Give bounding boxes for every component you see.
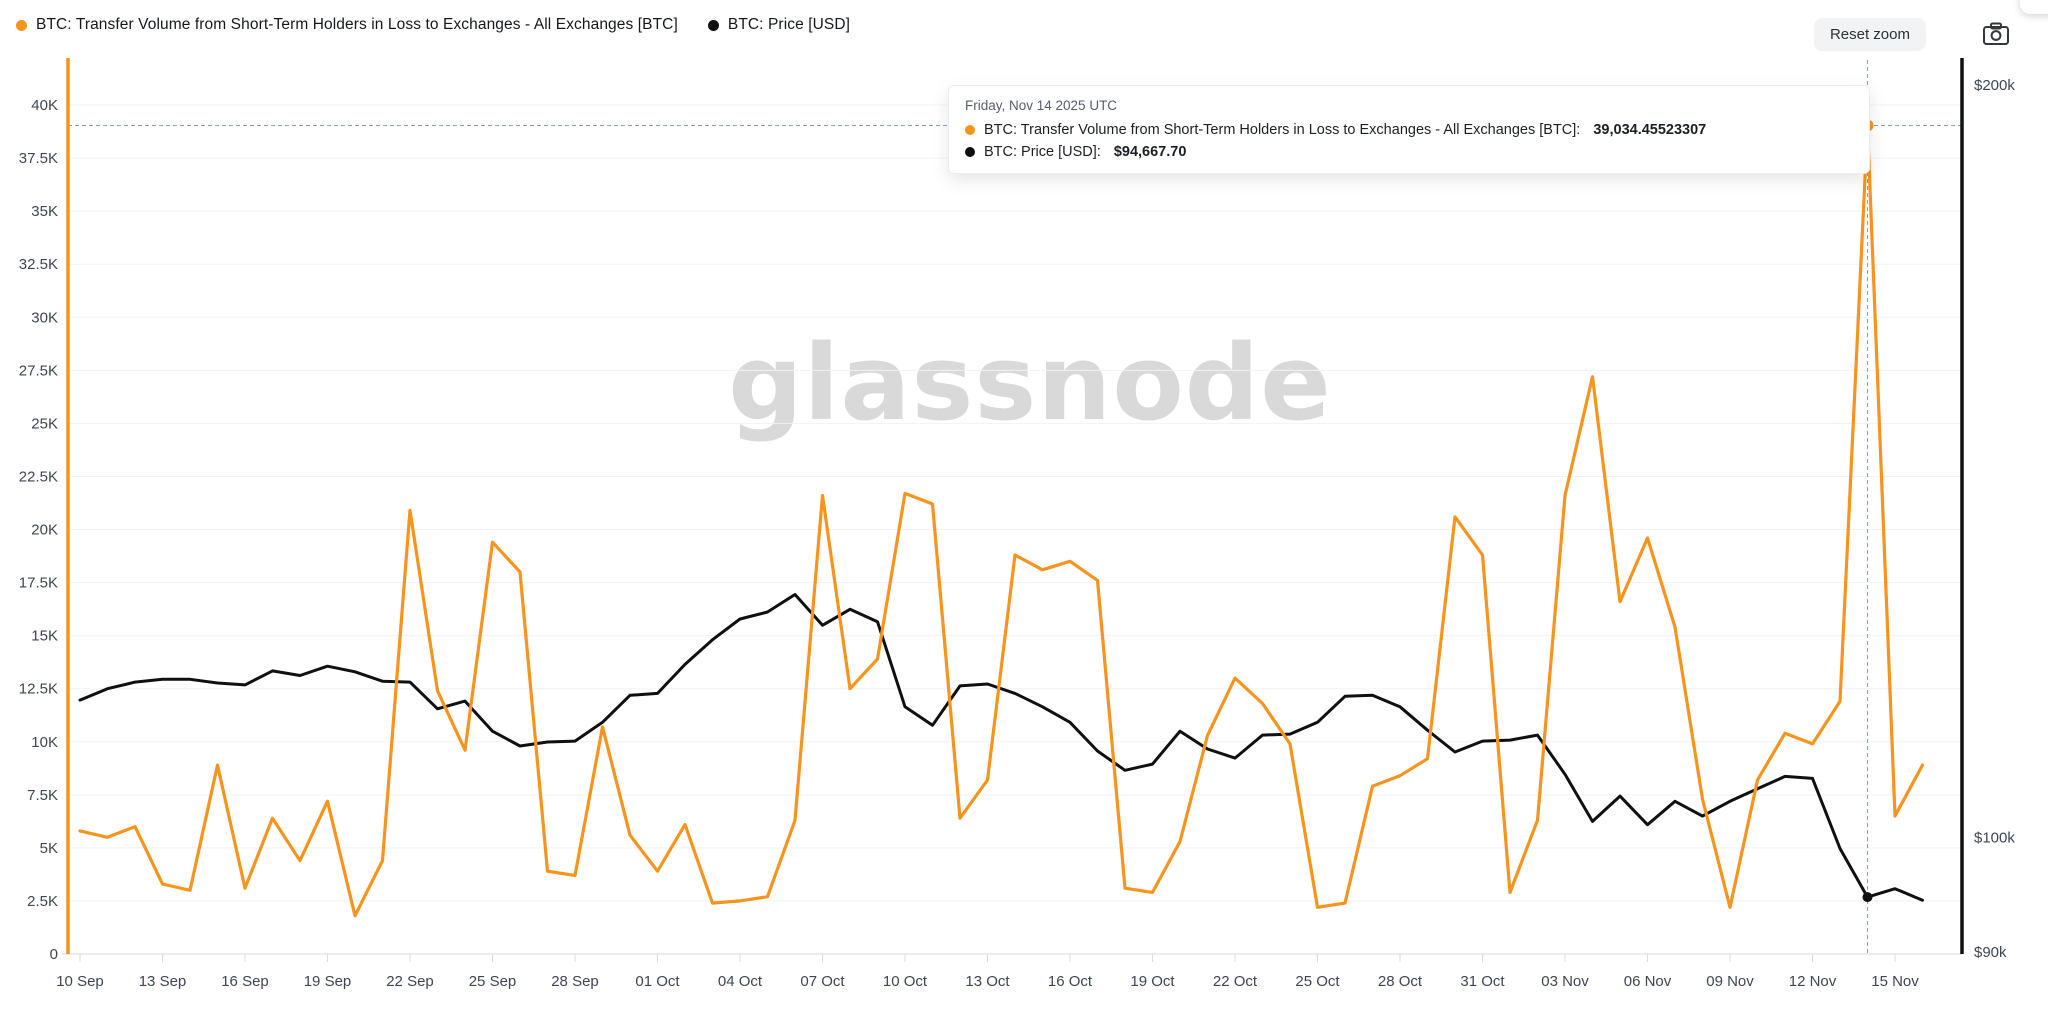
x-axis-tick: 25 Sep	[469, 973, 517, 990]
legend-label-price: BTC: Price [USD]	[727, 16, 851, 33]
price-line[interactable]	[78, 593, 1924, 902]
left-axis-tick: 2.5K	[27, 893, 58, 910]
x-axis-tick: 25 Oct	[1295, 973, 1340, 990]
left-axis-tick: 0	[50, 946, 58, 963]
x-axis-tick: 07 Oct	[800, 973, 845, 990]
x-axis-tick: 10 Sep	[56, 973, 104, 990]
legend-item-transfer-volume[interactable]: BTC: Transfer Volume from Short-Term Hol…	[16, 16, 678, 34]
left-axis-tick: 35K	[31, 203, 58, 220]
tooltip-date: Friday, Nov 14 2025 UTC	[965, 98, 1118, 113]
right-axis-tick: $90k	[1974, 944, 2007, 961]
tooltip-label-price: BTC: Price [USD]:	[984, 144, 1101, 160]
legend-item-price[interactable]: BTC: Price [USD]	[707, 16, 851, 34]
legend-label-transfer-volume: BTC: Transfer Volume from Short-Term Hol…	[36, 16, 678, 33]
price-point-marker	[1862, 892, 1873, 903]
x-axis-tick: 06 Nov	[1624, 973, 1672, 990]
x-axis-tick: 31 Oct	[1460, 973, 1505, 990]
transfer-volume-line[interactable]	[78, 123, 1925, 918]
x-axis-tick: 28 Oct	[1378, 973, 1423, 990]
x-axis-tick: 13 Oct	[965, 973, 1010, 990]
left-axis-tick: 20K	[31, 522, 58, 539]
x-axis-tick: 16 Sep	[221, 973, 269, 990]
left-axis-tick: 25K	[31, 415, 58, 432]
x-axis-tick: 12 Nov	[1789, 973, 1837, 990]
tooltip-row-transfer-volume: BTC: Transfer Volume from Short-Term Hol…	[965, 122, 1853, 138]
transfer-volume-series-dot-icon	[16, 19, 27, 31]
left-axis-tick: 17.5K	[19, 575, 58, 592]
left-axis-tick: 10K	[31, 734, 58, 751]
left-axis-tick: 40K	[31, 97, 58, 114]
left-axis-tick: 32.5K	[19, 256, 58, 273]
x-axis-tick: 01 Oct	[635, 973, 680, 990]
x-axis-tick: 09 Nov	[1706, 973, 1754, 990]
camera-icon[interactable]	[1982, 21, 2012, 47]
left-axis-tick: 5K	[40, 840, 58, 857]
x-axis-tick: 13 Sep	[139, 973, 187, 990]
x-axis-tick: 15 Nov	[1871, 973, 1919, 990]
left-axis-tick: 22.5K	[19, 468, 58, 485]
left-axis-tick: 12.5K	[19, 681, 58, 698]
left-axis-tick: 30K	[31, 309, 58, 326]
left-axis-tick: 27.5K	[19, 362, 58, 379]
tooltip-value-price: $94,667.70	[1113, 144, 1187, 160]
left-axis-tick: 15K	[31, 628, 58, 645]
chart-legend: BTC: Transfer Volume from Short-Term Hol…	[16, 16, 850, 34]
x-axis-tick: 19 Oct	[1130, 973, 1175, 990]
x-axis-tick: 04 Oct	[718, 973, 763, 990]
x-axis-tick: 28 Sep	[551, 973, 599, 990]
right-axis-tick: $200k	[1974, 77, 2015, 94]
x-axis-tick: 16 Oct	[1048, 973, 1093, 990]
tooltip-label-transfer-volume: BTC: Transfer Volume from Short-Term Hol…	[984, 122, 1581, 138]
price-series-dot-icon	[707, 19, 719, 31]
transfer-volume-dot-icon	[965, 125, 975, 135]
x-axis-tick: 22 Sep	[386, 973, 434, 990]
page-corner-panel	[2020, 0, 2048, 14]
x-axis-tick: 10 Oct	[883, 973, 928, 990]
price-dot-icon	[965, 147, 975, 157]
left-axis-tick: 37.5K	[19, 150, 58, 167]
x-axis-tick: 19 Sep	[304, 973, 352, 990]
x-axis-tick: 03 Nov	[1541, 973, 1589, 990]
tooltip-value-transfer-volume: 39,034.45523307	[1593, 122, 1707, 138]
right-axis-tick: $100k	[1974, 830, 2015, 847]
tooltip-row-price: BTC: Price [USD]: $94,667.70	[965, 144, 1853, 160]
x-axis-tick: 22 Oct	[1213, 973, 1258, 990]
left-axis-tick: 7.5K	[27, 787, 58, 804]
chart-tooltip: Friday, Nov 14 2025 UTC BTC: Transfer Vo…	[948, 85, 1870, 174]
reset-zoom-button[interactable]: Reset zoom	[1813, 18, 1926, 51]
